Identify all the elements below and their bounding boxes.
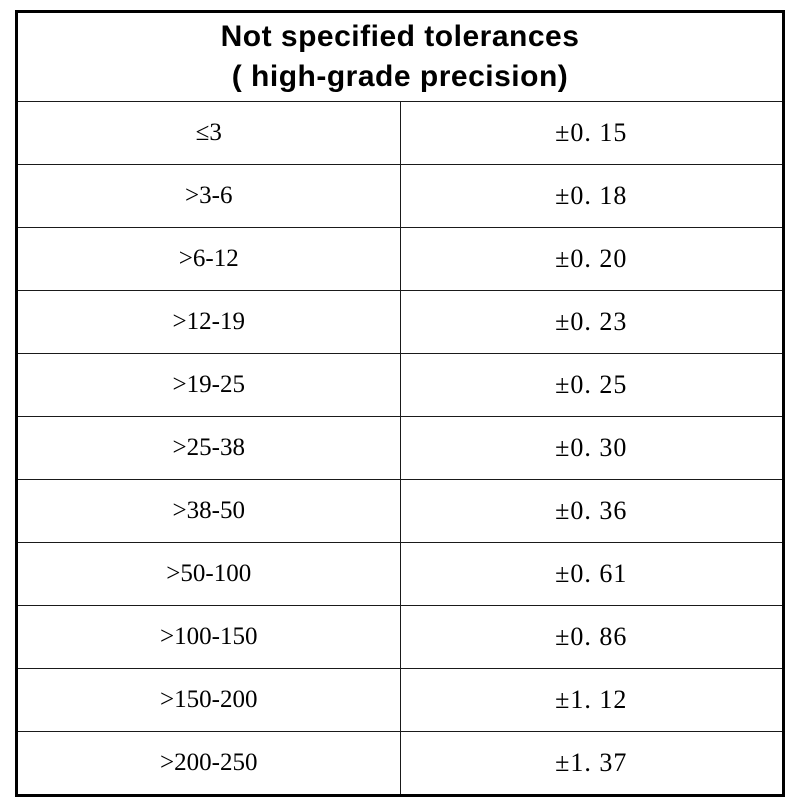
table-title-line2: ( high-grade precision) bbox=[231, 60, 569, 93]
table-row: >25-38 ±0. 30 bbox=[16, 416, 784, 480]
range-cell: >150-200 bbox=[16, 668, 401, 732]
table-row: >38-50 ±0. 36 bbox=[16, 479, 784, 543]
table-row: ≤3 ±0. 15 bbox=[16, 101, 784, 165]
tolerance-cell: ±1. 12 bbox=[399, 668, 784, 732]
range-cell: ≤3 bbox=[16, 101, 401, 165]
table-row: >12-19 ±0. 23 bbox=[16, 290, 784, 354]
range-cell: >100-150 bbox=[16, 605, 401, 669]
range-cell: >200-250 bbox=[16, 731, 401, 796]
table-header-row: Not specified tolerances ( high-grade pr… bbox=[16, 11, 784, 102]
tolerance-table: Not specified tolerances ( high-grade pr… bbox=[15, 10, 785, 797]
range-cell: >12-19 bbox=[16, 290, 401, 354]
table-row: >3-6 ±0. 18 bbox=[16, 164, 784, 228]
table-row: >6-12 ±0. 20 bbox=[16, 227, 784, 291]
tolerance-cell: ±0. 15 bbox=[399, 101, 784, 165]
tolerance-cell: ±0. 25 bbox=[399, 353, 784, 417]
range-cell: >50-100 bbox=[16, 542, 401, 606]
table-row: >150-200 ±1. 12 bbox=[16, 668, 784, 732]
table-row: >100-150 ±0. 86 bbox=[16, 605, 784, 669]
tolerance-cell: ±0. 86 bbox=[399, 605, 784, 669]
tolerance-cell: ±0. 20 bbox=[399, 227, 784, 291]
range-cell: >19-25 bbox=[16, 353, 401, 417]
tolerance-cell: ±0. 61 bbox=[399, 542, 784, 606]
table-row: >200-250 ±1. 37 bbox=[16, 731, 784, 796]
tolerance-cell: ±0. 18 bbox=[399, 164, 784, 228]
table-title: Not specified tolerances ( high-grade pr… bbox=[16, 11, 784, 102]
range-cell: >6-12 bbox=[16, 227, 401, 291]
tolerance-cell: ±1. 37 bbox=[399, 731, 784, 796]
table-title-line1: Not specified tolerances bbox=[220, 19, 580, 53]
tolerance-cell: ±0. 30 bbox=[399, 416, 784, 480]
tolerance-cell: ±0. 23 bbox=[399, 290, 784, 354]
table-row: >50-100 ±0. 61 bbox=[16, 542, 784, 606]
tolerance-cell: ±0. 36 bbox=[399, 479, 784, 543]
range-cell: >38-50 bbox=[16, 479, 401, 543]
range-cell: >3-6 bbox=[16, 164, 401, 228]
table-row: >19-25 ±0. 25 bbox=[16, 353, 784, 417]
range-cell: >25-38 bbox=[16, 416, 401, 480]
